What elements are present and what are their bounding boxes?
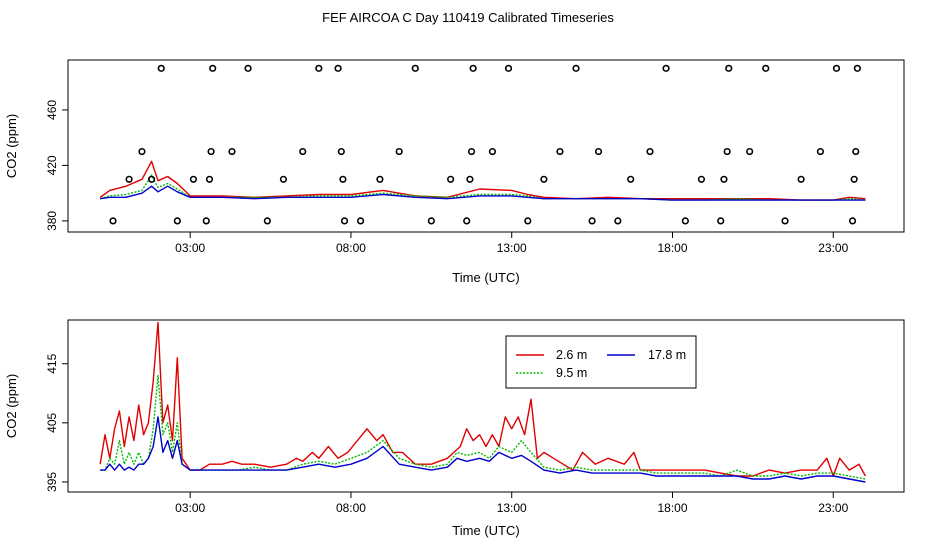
top-axes: 03:00 08:00 13:00 18:00 23:00 380 420 460 <box>45 100 849 255</box>
top-standard-point <box>848 217 857 225</box>
top-standard-point <box>572 64 580 72</box>
top-standard-point <box>189 175 197 183</box>
top-standard-point <box>850 175 858 183</box>
top-standard-point <box>717 217 725 225</box>
top-standard-point <box>395 147 403 156</box>
top-series-2-6m <box>99 160 866 201</box>
top-standard-point <box>463 217 471 225</box>
bottom-panel: 03:00 08:00 13:00 18:00 23:00 395 405 415 Time … <box>4 319 905 538</box>
top-standard-point <box>725 64 733 72</box>
top-standard-point <box>315 64 323 72</box>
top-standard-point <box>209 64 217 72</box>
top-standard-point <box>411 64 419 72</box>
top-x-tick-label: 13:00 <box>497 241 527 255</box>
bottom-x-tick-label: 18:00 <box>657 501 687 515</box>
top-standard-point <box>173 217 181 225</box>
top-standard-point <box>853 64 861 72</box>
legend-label-17-8m: 17.8 m <box>648 348 686 362</box>
top-standard-point <box>339 175 347 183</box>
top-y-axis-label: CO2 (ppm) <box>4 114 19 178</box>
top-standard-point <box>797 175 805 183</box>
top-standard-point <box>337 147 345 156</box>
top-standard-point <box>852 147 860 156</box>
top-standard-point <box>469 64 477 72</box>
top-standard-point <box>157 64 165 72</box>
top-standard-point <box>832 64 841 72</box>
top-standard-point <box>357 217 365 225</box>
bottom-y-tick-label: 415 <box>45 353 59 373</box>
top-standard-point <box>504 64 513 72</box>
top-standard-point <box>746 147 754 156</box>
top-standard-point <box>334 64 342 72</box>
top-standard-point <box>781 217 789 225</box>
top-standard-point <box>205 175 214 183</box>
top-standard-point <box>109 217 117 225</box>
top-standard-point <box>148 175 156 183</box>
top-x-tick-label: 03:00 <box>175 241 205 255</box>
top-standard-point <box>627 175 635 183</box>
top-standard-point <box>762 64 770 72</box>
top-x-tick-label: 18:00 <box>657 241 687 255</box>
top-series <box>99 64 866 225</box>
bottom-series-9-5m <box>100 374 866 480</box>
top-x-axis-label: Time (UTC) <box>452 270 519 285</box>
bottom-x-axis-label: Time (UTC) <box>452 523 519 538</box>
top-standard-point <box>540 175 548 183</box>
top-standard-point <box>125 175 133 183</box>
bottom-series-17-8m <box>100 416 866 483</box>
top-y-tick-label: 420 <box>45 155 59 175</box>
top-x-tick-label: 08:00 <box>336 241 366 255</box>
bottom-series <box>99 321 867 483</box>
top-standard-point <box>228 147 236 156</box>
bottom-y-axis-label: CO2 (ppm) <box>4 374 19 438</box>
top-standard-point <box>723 147 731 156</box>
top-standard-point <box>524 217 532 225</box>
top-standard-point <box>467 147 476 156</box>
top-standard-point <box>556 147 564 156</box>
top-standard-point <box>202 217 210 225</box>
top-standard-point <box>488 147 497 156</box>
top-y-tick-label: 380 <box>45 211 59 231</box>
top-standard-point <box>720 175 728 183</box>
bottom-x-tick-label: 13:00 <box>497 501 527 515</box>
top-standard-point <box>244 64 252 72</box>
bottom-x-tick-label: 23:00 <box>818 501 848 515</box>
top-standard-point <box>299 147 307 156</box>
top-standard-point <box>466 175 474 183</box>
chart-title: FEF AIRCOA C Day 110419 Calibrated Times… <box>322 10 614 25</box>
top-standard-point <box>662 64 670 72</box>
bottom-x-tick-label: 08:00 <box>336 501 366 515</box>
top-x-tick-label: 23:00 <box>818 241 848 255</box>
top-standard-point <box>376 175 384 183</box>
legend: 2.6 m 17.8 m 9.5 m <box>505 335 697 389</box>
bottom-y-tick-label: 405 <box>45 413 59 433</box>
top-standard-point <box>614 217 622 225</box>
top-standard-point <box>681 217 689 225</box>
top-series-17-8m <box>100 185 866 201</box>
legend-label-9-5m: 9.5 m <box>556 366 587 380</box>
bottom-y-tick-label: 395 <box>45 472 59 492</box>
top-standard-point <box>427 217 435 225</box>
top-standard-point <box>263 217 271 225</box>
top-y-tick-label: 460 <box>45 100 59 120</box>
top-standard-point <box>697 175 706 183</box>
top-plot-frame <box>67 59 905 233</box>
top-standard-point <box>594 147 603 156</box>
top-panel: 03:00 08:00 13:00 18:00 23:00 380 420 460 Time … <box>4 59 905 285</box>
bottom-x-tick-label: 03:00 <box>175 501 205 515</box>
bottom-series-2-6m <box>99 321 867 477</box>
top-standard-point <box>138 147 146 156</box>
top-standard-point <box>340 217 349 225</box>
bottom-plot-frame <box>67 319 905 493</box>
top-standard-point <box>447 175 455 183</box>
top-standard-point <box>588 217 596 225</box>
top-standard-point <box>207 147 215 156</box>
top-standard-point <box>646 147 654 156</box>
legend-box <box>505 335 697 389</box>
bottom-axes: 03:00 08:00 13:00 18:00 23:00 395 405 415 <box>45 353 849 515</box>
legend-label-2-6m: 2.6 m <box>556 348 587 362</box>
top-standard-point <box>816 147 825 156</box>
top-standard-point <box>279 175 288 183</box>
